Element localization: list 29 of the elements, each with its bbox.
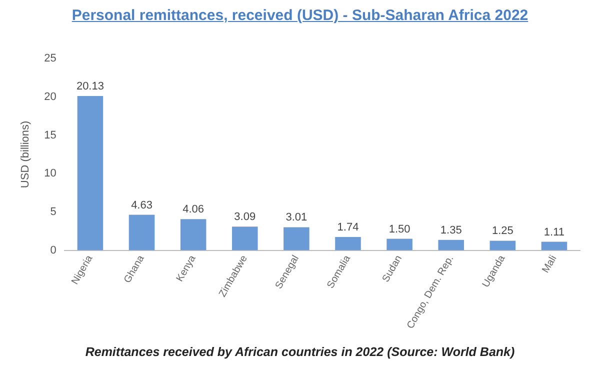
y-tick-label: 20 (44, 90, 56, 103)
data-label: 1.50 (388, 223, 410, 236)
bar (335, 236, 361, 250)
y-tick-label: 25 (44, 52, 56, 65)
data-label: 1.25 (492, 225, 514, 238)
bar (180, 219, 206, 250)
data-label: 4.63 (131, 199, 152, 212)
data-label: 20.13 (76, 80, 104, 92)
text: Remittances received by African countries in 2022 (Source: World Bank) (84, 345, 516, 359)
bar (128, 214, 155, 250)
bar (490, 240, 516, 250)
bar (284, 227, 310, 250)
bar (541, 242, 568, 250)
data-label: 3.09 (234, 211, 256, 224)
data-label: 1.74 (337, 221, 359, 234)
data-label: 3.01 (286, 212, 308, 224)
chart-title: Personal remittances, received (USD) - Sub-Saharan Africa 2022 (70, 6, 530, 25)
bar (232, 226, 258, 250)
y-axis-title: USD (billions) (20, 120, 32, 188)
data-label: 4.06 (182, 204, 204, 216)
bar (77, 96, 104, 250)
y-tick-label: 5 (50, 206, 56, 218)
data-label: 1.11 (544, 226, 565, 238)
bar (438, 240, 464, 250)
bar (386, 238, 412, 250)
data-label: 1.35 (440, 224, 462, 236)
y-tick-label: 10 (44, 168, 56, 180)
y-tick-label: 0 (50, 244, 56, 256)
y-tick-label: 15 (44, 129, 56, 142)
